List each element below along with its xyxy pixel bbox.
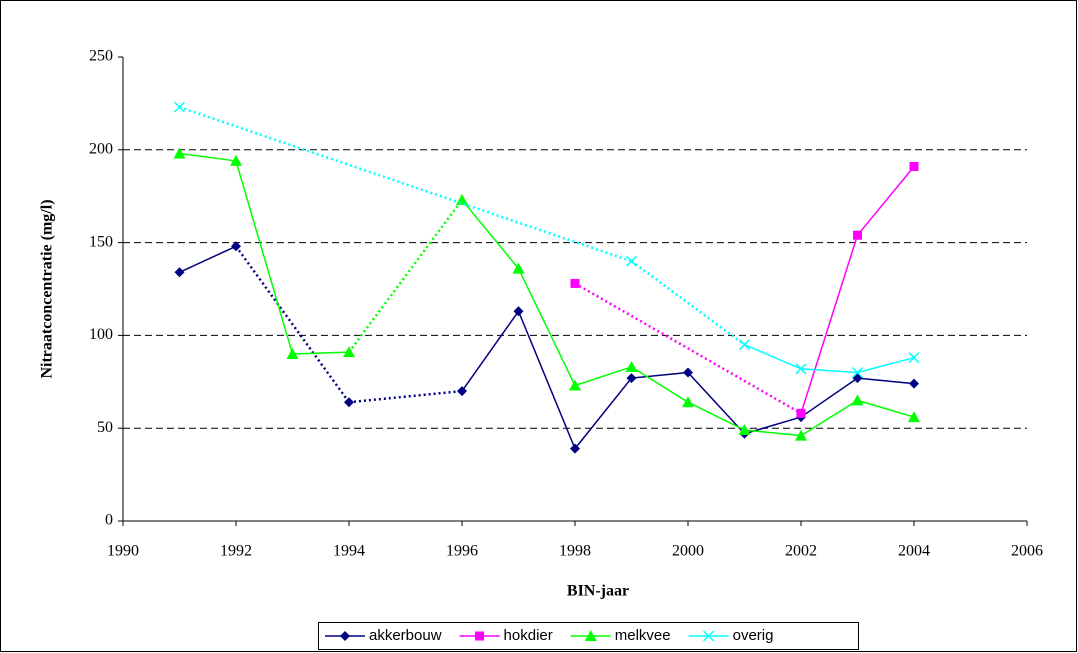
marker [851,366,864,379]
line-segment [574,377,633,450]
line-segment [687,372,746,435]
marker [512,262,525,274]
line-segment [857,356,915,374]
y-tick-label: 250 [89,48,113,65]
y-tick-label: 200 [89,140,113,157]
x-tick-label: 1996 [446,543,478,560]
line-segment [857,399,915,418]
marker [853,230,862,240]
y-tick-label: 150 [89,233,113,250]
line-segment [857,377,915,385]
marker [173,101,186,113]
x-tick-label: 1994 [333,543,365,560]
line-segment [517,310,576,449]
line-segment [235,160,294,355]
marker [909,378,919,389]
line-segment [179,152,237,162]
marker [475,631,485,641]
marker [795,429,807,441]
line-segment [744,429,802,437]
line-segment [687,401,745,431]
line-segment [630,260,746,346]
line-segment [800,377,858,418]
legend: akkerbouw hokdier melkvee overig [318,622,859,650]
x-tick-label: 2004 [898,543,930,560]
x-tick-label: 2002 [785,543,817,560]
line-segment [631,371,689,379]
line-segment [574,282,802,415]
marker [569,379,581,391]
marker [174,267,185,278]
line-segment [461,199,520,270]
x-tick-label: 1990 [107,543,139,560]
y-tick-label: 0 [105,512,113,529]
x-tick-label: 2000 [672,543,704,560]
marker [570,443,580,454]
marker [343,346,355,358]
line-segment [856,166,915,236]
x-tick-label: 1992 [220,543,252,560]
x-tick-label: 1998 [559,543,591,560]
line-segment [461,310,520,392]
marker [626,373,637,384]
line-segment [800,368,858,374]
marker [231,241,241,252]
marker [683,367,693,378]
line-segment [179,245,237,273]
y-axis-label: Nitraatconcentratie (mg/l) [39,199,56,378]
marker [795,363,807,375]
marker [908,352,920,364]
marker [851,394,864,406]
y-tick-label: 50 [97,419,113,436]
marker [908,411,920,423]
line-segment [292,351,350,355]
x-tick-label: 2006 [1011,543,1043,560]
marker [513,306,524,317]
line-segment [347,199,464,353]
marker [173,147,186,159]
marker [340,631,350,641]
line-segment [744,343,802,370]
line-segment [574,366,632,387]
marker [584,630,597,641]
marker [703,630,715,642]
marker [625,360,638,372]
marker [230,154,242,166]
legend-label: melkvee [615,627,671,644]
marker [909,162,919,172]
marker [738,424,751,436]
legend-label: hokdier [504,627,553,644]
line-segment [517,268,576,386]
marker [344,397,354,408]
legend-label: overig [733,627,774,644]
marker [738,339,751,351]
marker [286,347,299,359]
line-segment [234,245,351,403]
line-segment [800,399,858,437]
line-segment [800,234,859,414]
line-segment [631,366,689,403]
line-segment [348,389,463,404]
marker [796,408,806,418]
marker [570,278,580,288]
marker [457,386,467,397]
legend-label: akkerbouw [369,627,442,644]
y-tick-label: 100 [89,326,113,343]
x-axis-label: BIN-jaar [567,583,629,600]
marker [682,396,694,408]
marker [625,255,638,267]
